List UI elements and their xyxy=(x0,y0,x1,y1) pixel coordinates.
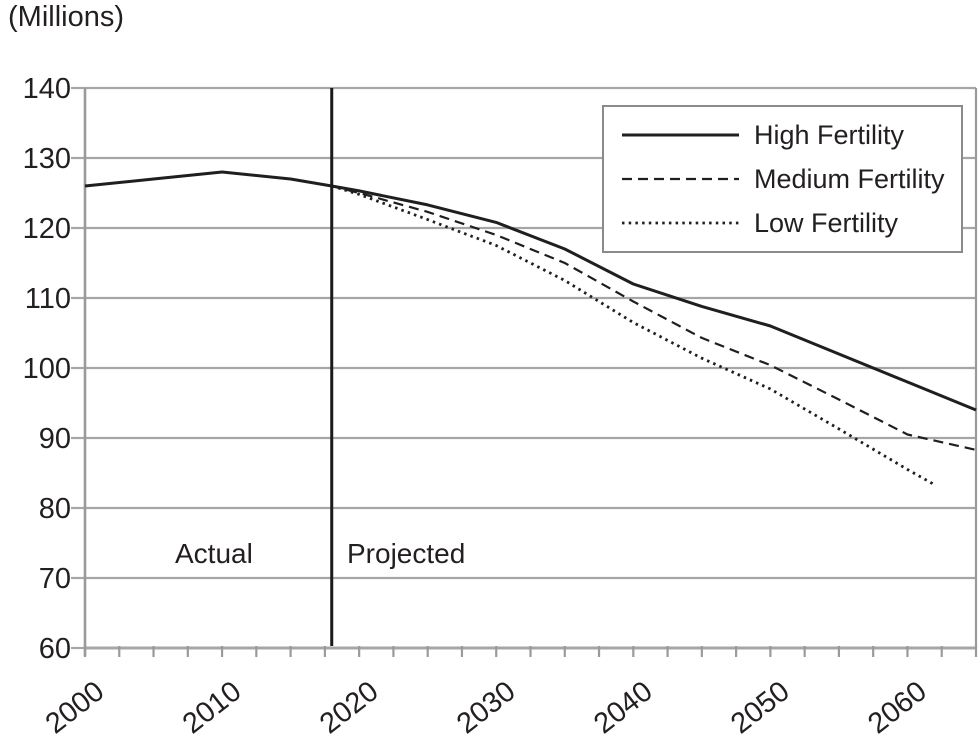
y-tick-label: 140 xyxy=(23,73,71,105)
low-fertility-line-sample xyxy=(622,221,739,225)
y-tick-label: 130 xyxy=(23,143,71,175)
y-tick-label: 100 xyxy=(23,353,71,385)
y-tick-label: 60 xyxy=(39,633,71,665)
legend-row-low-fertility: Low Fertility xyxy=(604,201,961,245)
series-line-high-fertility xyxy=(331,184,977,412)
legend-label-low-fertility: Low Fertility xyxy=(754,207,899,238)
series-line-medium-fertility xyxy=(331,184,977,451)
y-tick-label: 110 xyxy=(25,283,71,315)
y-tick-label: 120 xyxy=(23,213,71,245)
legend-row-high-fertility: High Fertility xyxy=(604,113,961,157)
legend-label-high-fertility: High Fertility xyxy=(754,119,905,150)
x-tick-label: 2020 xyxy=(314,675,385,739)
annotation-actual: Actual xyxy=(175,538,253,569)
y-tick-label: 90 xyxy=(39,423,71,455)
x-tick-label: 2010 xyxy=(177,675,248,739)
y-tick-label: 80 xyxy=(39,493,71,525)
y-tick-label: 70 xyxy=(39,563,71,595)
annotation-projected: Projected xyxy=(347,538,466,569)
chart-legend: High Fertility Medium Fertility Low Fert… xyxy=(602,105,963,253)
legend-row-medium-fertility: Medium Fertility xyxy=(604,157,961,201)
x-tick-label: 2030 xyxy=(451,675,522,739)
x-tick-label: 2050 xyxy=(725,675,796,739)
series-line-low-fertility xyxy=(331,184,936,487)
medium-fertility-line-sample xyxy=(622,177,739,181)
x-tick-label: 2000 xyxy=(40,675,111,739)
y-axis-units-label: (Millions) xyxy=(8,1,124,33)
legend-label-medium-fertility: Medium Fertility xyxy=(754,163,945,194)
x-tick-label: 2040 xyxy=(588,675,659,739)
x-tick-label: 2060 xyxy=(862,675,933,739)
high-fertility-line-sample xyxy=(622,133,739,137)
series-line-actual xyxy=(84,170,332,188)
